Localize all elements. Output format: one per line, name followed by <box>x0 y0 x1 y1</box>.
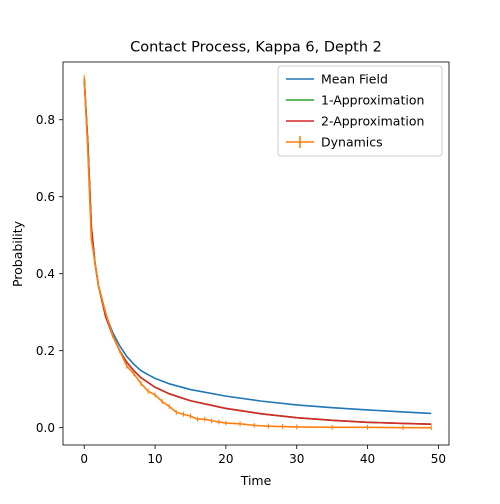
legend-label-1-approximation: 1-Approximation <box>321 93 424 108</box>
plot-layer <box>83 74 432 431</box>
axes-layer: 0 10 20 30 40 50 0.0 0.2 0.4 0.6 0.8 <box>36 61 450 466</box>
y-tick-label: 0.6 <box>36 190 55 204</box>
y-tick-label: 0.8 <box>36 113 55 127</box>
legend-box <box>277 65 443 157</box>
series-line-dynamics <box>83 77 432 429</box>
x-tick-label: 20 <box>218 452 233 466</box>
y-tick-label: 0.4 <box>36 267 55 281</box>
x-tick-label: 10 <box>147 452 162 466</box>
legend-label-2-approximation: 2-Approximation <box>321 114 424 129</box>
x-tick-label: 30 <box>289 452 304 466</box>
legend-label-dynamics: Dynamics <box>321 135 383 150</box>
legend: Mean Field 1-Approximation 2-Approximation… <box>277 65 443 157</box>
y-axis-label: Probability <box>10 220 25 287</box>
plot-frame <box>62 61 450 446</box>
x-axis-label: Time <box>240 473 272 488</box>
y-tick-label: 0.0 <box>36 421 55 435</box>
x-tick-label: 40 <box>360 452 375 466</box>
legend-label-mean-field: Mean Field <box>321 72 388 87</box>
chart-title: Contact Process, Kappa 6, Depth 2 <box>130 40 382 56</box>
x-tick-label: 0 <box>80 452 88 466</box>
x-tick-label: 50 <box>431 452 446 466</box>
y-tick-label: 0.2 <box>36 344 55 358</box>
